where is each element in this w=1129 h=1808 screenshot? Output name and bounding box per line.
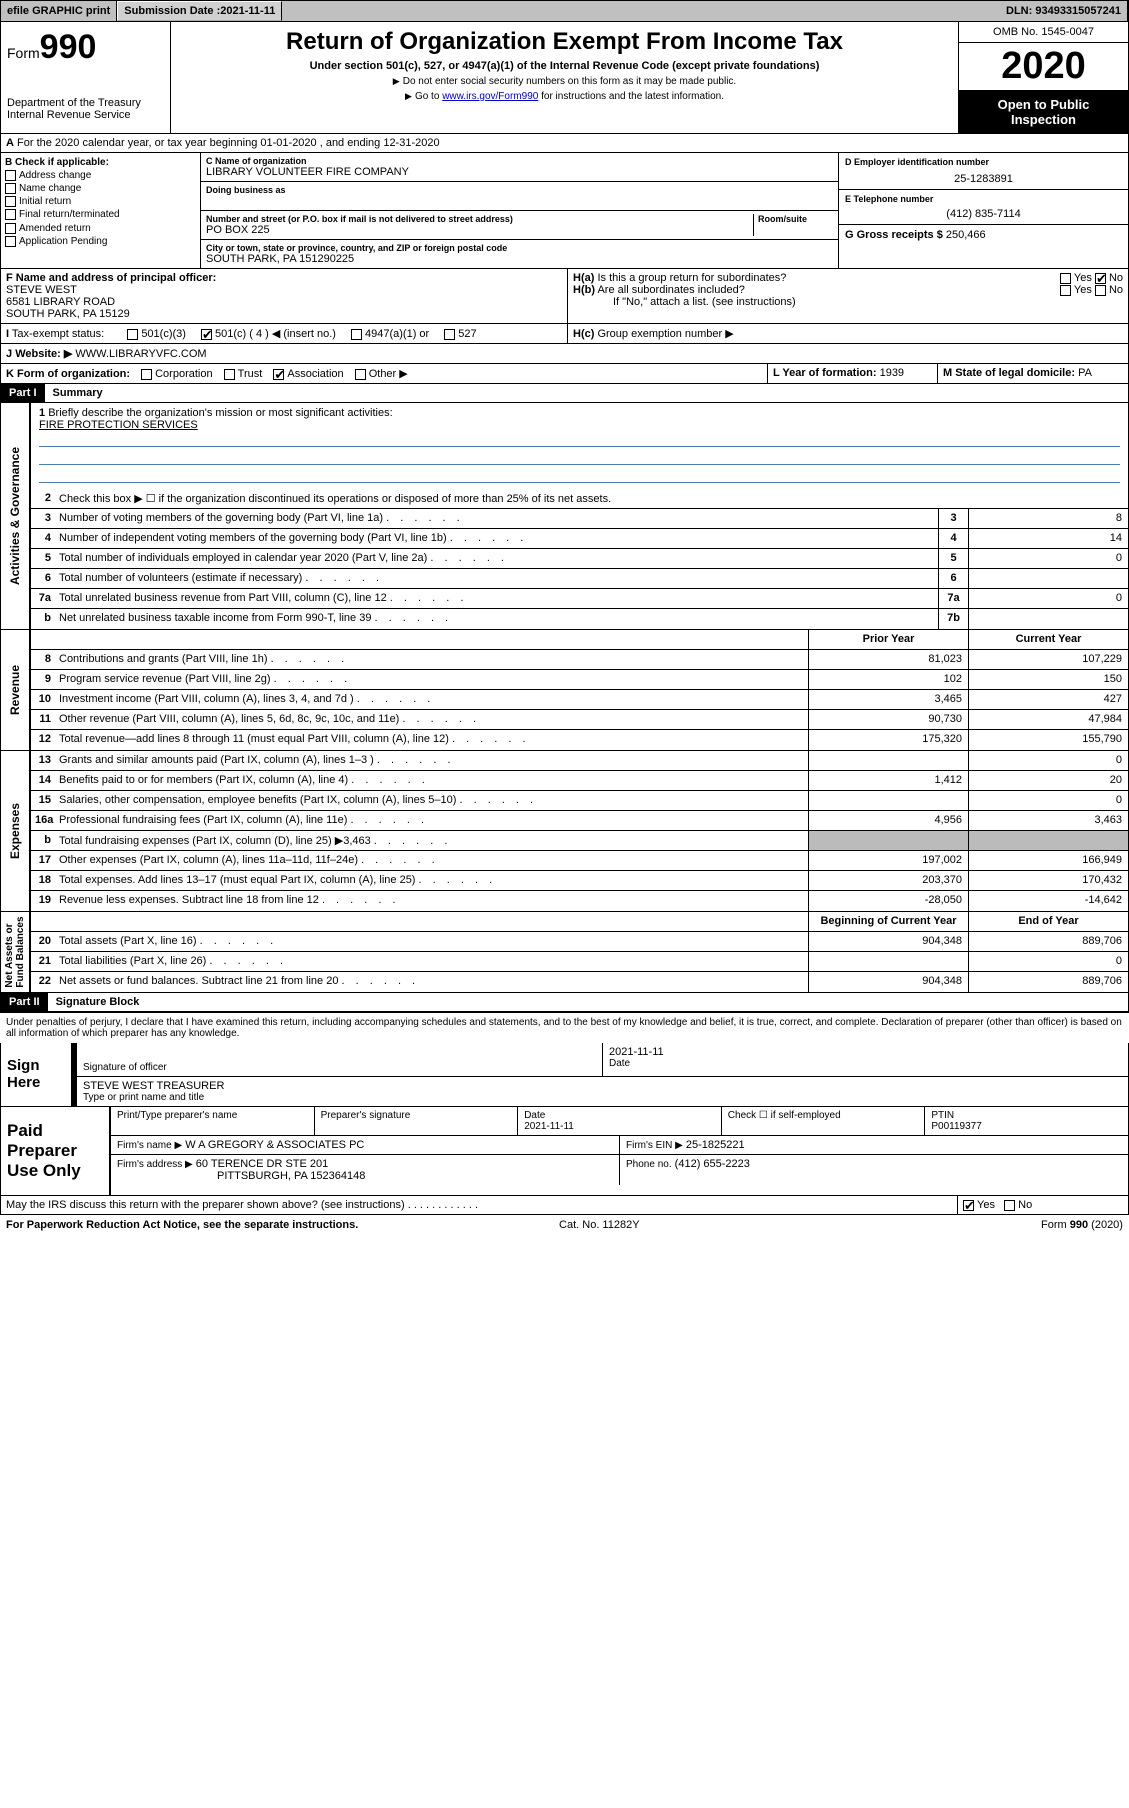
- section-klm: K Form of organization: Corporation Trus…: [0, 364, 1129, 384]
- tax-year: 2020: [959, 43, 1128, 91]
- gross-receipts: 250,466: [946, 229, 986, 241]
- table-row: 19Revenue less expenses. Subtract line 1…: [31, 891, 1128, 911]
- ein: 25-1283891: [845, 167, 1122, 185]
- section-i: I Tax-exempt status: 501(c)(3) 501(c) ( …: [0, 324, 1129, 344]
- mission-text: FIRE PROTECTION SERVICES: [39, 419, 1120, 431]
- org-name: LIBRARY VOLUNTEER FIRE COMPANY: [206, 166, 833, 178]
- part2-header: Part IISignature Block: [0, 993, 1129, 1012]
- dln: DLN: 93493315057241: [1000, 1, 1128, 21]
- discuss-row: May the IRS discuss this return with the…: [0, 1196, 1129, 1215]
- table-row: 8Contributions and grants (Part VIII, li…: [31, 650, 1128, 670]
- table-row: 18Total expenses. Add lines 13–17 (must …: [31, 871, 1128, 891]
- table-row: 9Program service revenue (Part VIII, lin…: [31, 670, 1128, 690]
- table-row: 5Total number of individuals employed in…: [31, 549, 1128, 569]
- section-f-h: F Name and address of principal officer:…: [0, 269, 1129, 324]
- table-row: bTotal fundraising expenses (Part IX, co…: [31, 831, 1128, 851]
- efile-label: efile GRAPHIC print: [1, 1, 117, 21]
- irs-link[interactable]: www.irs.gov/Form990: [442, 91, 538, 102]
- penalties-text: Under penalties of perjury, I declare th…: [0, 1012, 1129, 1043]
- website: WWW.LIBRARYVFC.COM: [75, 348, 206, 360]
- line-a: A For the 2020 calendar year, or tax yea…: [0, 134, 1129, 153]
- note-link: Go to www.irs.gov/Form990 for instructio…: [177, 91, 952, 102]
- dept-label: Department of the Treasury Internal Reve…: [7, 97, 164, 121]
- form-title: Return of Organization Exempt From Incom…: [177, 28, 952, 56]
- table-row: 15Salaries, other compensation, employee…: [31, 791, 1128, 811]
- form-header: Form990 Department of the Treasury Inter…: [0, 22, 1129, 134]
- firm-name: W A GREGORY & ASSOCIATES PC: [185, 1139, 364, 1151]
- part1-header: Part ISummary: [0, 384, 1129, 403]
- activities-governance: Activities & Governance 1 Briefly descri…: [0, 403, 1129, 630]
- col-b: B Check if applicable: Address change Na…: [1, 153, 201, 268]
- table-row: 10Investment income (Part VIII, column (…: [31, 690, 1128, 710]
- netassets-section: Net Assets or Fund Balances Beginning of…: [0, 912, 1129, 993]
- open-inspection: Open to Public Inspection: [959, 91, 1128, 133]
- table-row: 12Total revenue—add lines 8 through 11 (…: [31, 730, 1128, 750]
- omb-number: OMB No. 1545-0047: [959, 22, 1128, 43]
- table-row: 7aTotal unrelated business revenue from …: [31, 589, 1128, 609]
- table-row: 6Total number of volunteers (estimate if…: [31, 569, 1128, 589]
- table-row: 14Benefits paid to or for members (Part …: [31, 771, 1128, 791]
- col-c: C Name of organizationLIBRARY VOLUNTEER …: [201, 153, 838, 268]
- table-row: 11Other revenue (Part VIII, column (A), …: [31, 710, 1128, 730]
- form-subtitle: Under section 501(c), 527, or 4947(a)(1)…: [177, 60, 952, 72]
- table-row: 3Number of voting members of the governi…: [31, 509, 1128, 529]
- table-row: 22Net assets or fund balances. Subtract …: [31, 972, 1128, 992]
- paid-preparer: Paid Preparer Use Only Print/Type prepar…: [0, 1107, 1129, 1196]
- note-ssn: Do not enter social security numbers on …: [177, 76, 952, 87]
- top-bar: efile GRAPHIC print Submission Date : 20…: [0, 0, 1129, 22]
- expenses-section: Expenses 13Grants and similar amounts pa…: [0, 751, 1129, 912]
- table-row: 21Total liabilities (Part X, line 26) . …: [31, 952, 1128, 972]
- org-city: SOUTH PARK, PA 151290225: [206, 253, 833, 265]
- form-number: Form990: [7, 28, 164, 67]
- table-row: 16aProfessional fundraising fees (Part I…: [31, 811, 1128, 831]
- table-row: 4Number of independent voting members of…: [31, 529, 1128, 549]
- officer-name: STEVE WEST: [6, 284, 562, 296]
- footer: For Paperwork Reduction Act Notice, see …: [0, 1215, 1129, 1235]
- table-row: 20Total assets (Part X, line 16) . . . .…: [31, 932, 1128, 952]
- phone: (412) 835-7114: [845, 204, 1122, 220]
- table-row: 17Other expenses (Part IX, column (A), l…: [31, 851, 1128, 871]
- revenue-section: Revenue Prior YearCurrent Year 8Contribu…: [0, 630, 1129, 751]
- table-row: bNet unrelated business taxable income f…: [31, 609, 1128, 629]
- org-address: PO BOX 225: [206, 224, 753, 236]
- officer-signature: STEVE WEST TREASURER: [83, 1080, 1122, 1092]
- section-b-g: B Check if applicable: Address change Na…: [0, 153, 1129, 269]
- section-j: J Website: ▶ WWW.LIBRARYVFC.COM: [0, 344, 1129, 364]
- sign-here: Sign Here Signature of officer 2021-11-1…: [0, 1043, 1129, 1107]
- submission-date: Submission Date : 2021-11-11: [117, 1, 282, 21]
- table-row: 13Grants and similar amounts paid (Part …: [31, 751, 1128, 771]
